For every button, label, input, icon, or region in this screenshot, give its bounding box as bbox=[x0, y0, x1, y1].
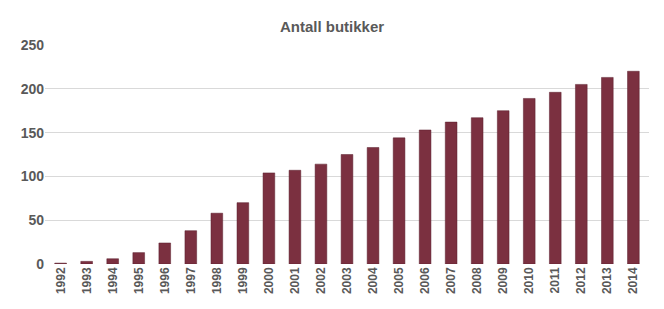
svg-text:2009: 2009 bbox=[496, 267, 510, 294]
svg-text:50: 50 bbox=[28, 212, 44, 228]
svg-text:2008: 2008 bbox=[470, 267, 484, 294]
svg-text:150: 150 bbox=[21, 125, 45, 141]
svg-text:1995: 1995 bbox=[132, 267, 146, 294]
svg-text:2000: 2000 bbox=[262, 267, 276, 294]
svg-text:2010: 2010 bbox=[522, 267, 536, 294]
svg-text:Antall butikker: Antall butikker bbox=[280, 18, 384, 35]
svg-text:1993: 1993 bbox=[80, 267, 94, 294]
svg-text:2012: 2012 bbox=[574, 267, 588, 294]
svg-text:200: 200 bbox=[21, 81, 45, 97]
svg-text:1992: 1992 bbox=[54, 267, 68, 294]
svg-text:250: 250 bbox=[21, 37, 45, 53]
svg-text:1997: 1997 bbox=[184, 267, 198, 294]
svg-text:100: 100 bbox=[21, 168, 45, 184]
svg-text:2004: 2004 bbox=[366, 267, 380, 294]
svg-text:2001: 2001 bbox=[288, 267, 302, 294]
svg-text:2007: 2007 bbox=[444, 267, 458, 294]
svg-text:1998: 1998 bbox=[210, 267, 224, 294]
svg-text:2013: 2013 bbox=[600, 267, 614, 294]
svg-text:1994: 1994 bbox=[106, 267, 120, 294]
svg-text:1999: 1999 bbox=[236, 267, 250, 294]
svg-text:1996: 1996 bbox=[158, 267, 172, 294]
svg-text:2014: 2014 bbox=[626, 267, 640, 294]
svg-text:2002: 2002 bbox=[314, 267, 328, 294]
svg-text:2011: 2011 bbox=[548, 267, 562, 293]
svg-text:2006: 2006 bbox=[418, 267, 432, 294]
svg-text:0: 0 bbox=[36, 256, 44, 272]
svg-text:2005: 2005 bbox=[392, 267, 406, 294]
svg-text:2003: 2003 bbox=[340, 267, 354, 294]
